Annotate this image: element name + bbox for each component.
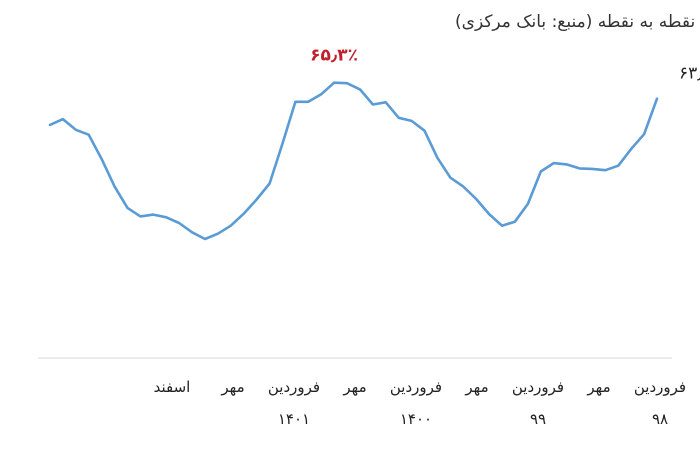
x-tick-year-label: ۹۸: [652, 410, 668, 428]
x-tick-label: فروردین: [390, 378, 442, 396]
x-tick-year-label: ۱۴۰۱: [278, 410, 310, 428]
x-tick-label: مهر: [342, 378, 366, 396]
x-tick-label: فروردین: [512, 378, 564, 396]
x-tick-year-label: ۹۹: [530, 410, 546, 428]
chart-title: تورم نقطه به نقطه (منبع: بانک مرکزی): [455, 12, 700, 32]
end-value-label: ۶۳٫۹٪: [679, 64, 700, 84]
x-tick-label: مهر: [464, 378, 488, 396]
x-tick-label: مهر: [220, 378, 244, 396]
x-tick-label: اسفند: [154, 378, 191, 396]
x-tick-label: فروردین: [268, 378, 320, 396]
annotation-layer: ۶۵٫۳٪ ۶۳٫۹٪: [310, 46, 700, 84]
x-tick-label: فروردین: [634, 378, 686, 396]
peak-value-label: ۶۵٫۳٪: [310, 46, 358, 66]
series-layer: [48, 81, 659, 241]
series-line: [48, 81, 659, 241]
x-axis-ticks: فروردین ۹۸ مهر فروردین ۹۹ مهر فروردین ۱۴۰۰ مهر فر…: [154, 378, 686, 428]
x-tick-label: مهر: [586, 378, 610, 396]
x-tick-year-label: ۱۴۰۰: [400, 410, 432, 428]
